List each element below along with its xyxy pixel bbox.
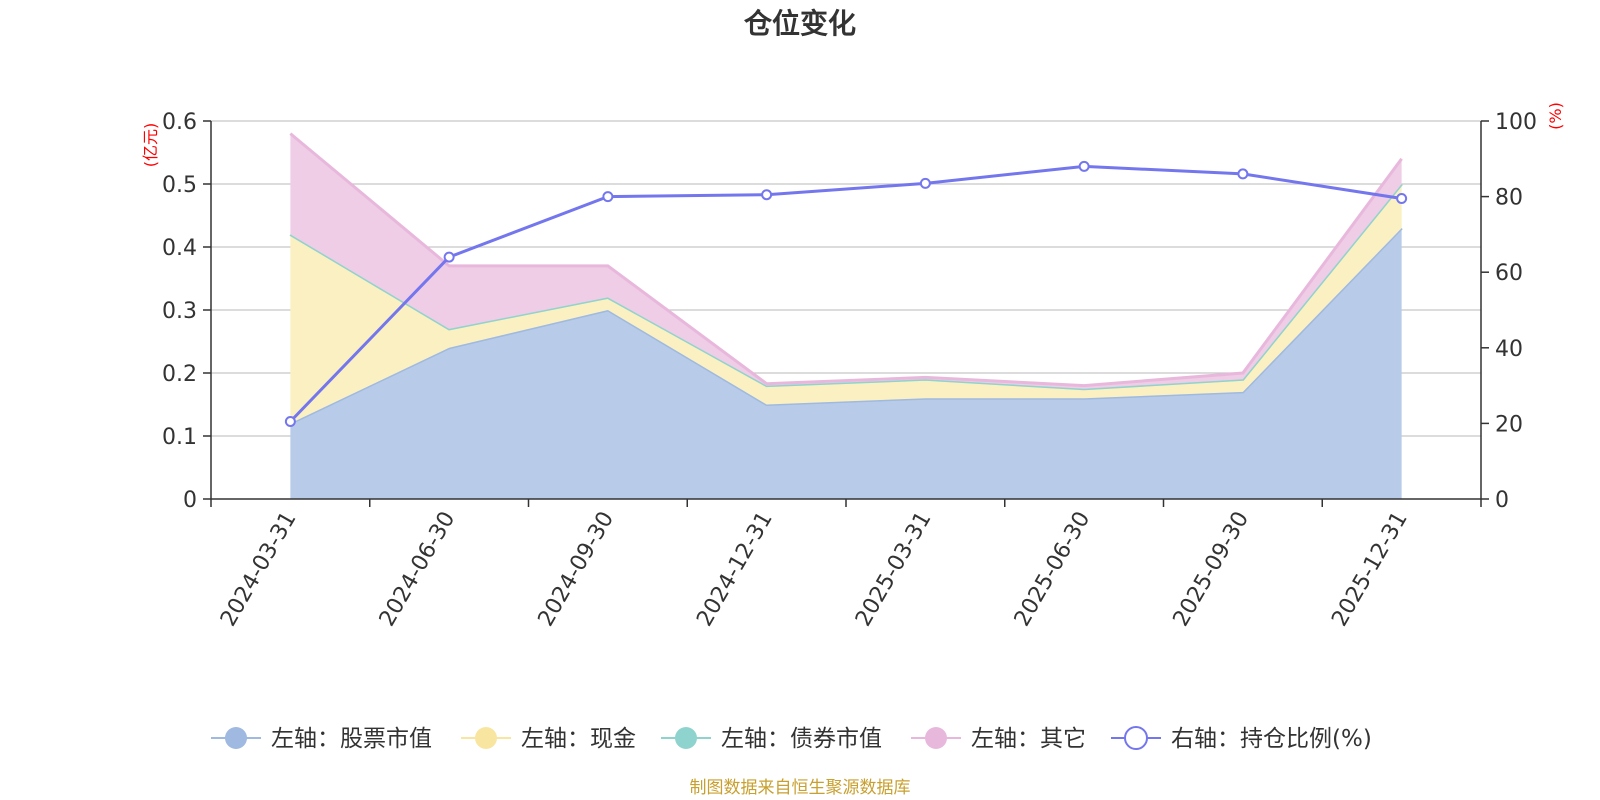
- x-tick-label: 2025-06-30: [1010, 508, 1096, 631]
- area-edge-左轴：债券市值: [289, 183, 1403, 391]
- left-axis-unit: (亿元): [141, 123, 160, 168]
- legend: 左轴：股票市值 左轴：现金 左轴：债券市值 左轴：其它 右轴：持仓比例(%): [211, 726, 1372, 752]
- right-axis-unit: (%): [1546, 102, 1565, 130]
- legend-item[interactable]: 左轴：其它: [911, 726, 1086, 752]
- legend-marker: [475, 727, 497, 749]
- left-tick-label: 0.1: [162, 425, 197, 450]
- x-tick-label: 2024-12-31: [692, 508, 778, 631]
- ratio-point[interactable]: [761, 189, 773, 201]
- legend-marker: [675, 727, 697, 749]
- right-tick-label: 20: [1495, 412, 1523, 437]
- ratio-point[interactable]: [1396, 192, 1408, 204]
- ratio-line-path: [289, 164, 1402, 423]
- x-tick-label: 2024-03-31: [216, 508, 302, 631]
- ratio-point[interactable]: [443, 251, 455, 263]
- right-tick-label: 40: [1495, 337, 1523, 362]
- legend-label: 左轴：股票市值: [271, 726, 432, 752]
- left-tick-label: 0.6: [162, 110, 197, 135]
- legend-item[interactable]: 左轴：股票市值: [211, 726, 432, 752]
- ratio-line: [284, 160, 1408, 428]
- right-tick-label: 80: [1495, 186, 1523, 211]
- legend-label: 左轴：债券市值: [721, 726, 882, 752]
- area-edge-左轴：其它: [289, 132, 1403, 388]
- left-tick-label: 0.3: [162, 299, 197, 324]
- stacked-areas: [289, 132, 1403, 499]
- legend-item[interactable]: 右轴：持仓比例(%): [1111, 726, 1372, 752]
- left-tick-label: 0.2: [162, 362, 197, 387]
- x-tick-label: 2025-03-31: [851, 508, 937, 631]
- legend-label: 左轴：现金: [521, 726, 636, 752]
- x-tick-label: 2025-12-31: [1327, 508, 1413, 631]
- ratio-point[interactable]: [1237, 168, 1249, 180]
- legend-label: 右轴：持仓比例(%): [1171, 726, 1372, 752]
- right-tick-label: 60: [1495, 261, 1523, 286]
- legend-item[interactable]: 左轴：债券市值: [661, 726, 882, 752]
- legend-marker: [925, 727, 947, 749]
- ratio-point[interactable]: [1078, 160, 1090, 172]
- ratio-point[interactable]: [284, 416, 296, 428]
- legend-marker: [1124, 726, 1148, 750]
- data-source-note: 制图数据来自恒生聚源数据库: [690, 778, 911, 798]
- left-tick-label: 0: [183, 488, 197, 513]
- ratio-point[interactable]: [602, 191, 614, 203]
- legend-item[interactable]: 左轴：现金: [461, 726, 636, 752]
- right-tick-label: 0: [1495, 488, 1509, 513]
- left-tick-label: 0.4: [162, 236, 197, 261]
- left-tick-label: 0.5: [162, 173, 197, 198]
- x-tick-label: 2024-06-30: [375, 508, 461, 631]
- x-tick-label: 2025-09-30: [1168, 508, 1254, 631]
- right-tick-label: 100: [1495, 110, 1537, 135]
- chart-title: 仓位变化: [744, 7, 856, 40]
- ratio-point[interactable]: [919, 177, 931, 189]
- area-左轴：股票市值: [290, 228, 1402, 499]
- legend-marker: [225, 727, 247, 749]
- x-tick-label: 2024-09-30: [533, 508, 619, 631]
- legend-label: 左轴：其它: [971, 726, 1086, 752]
